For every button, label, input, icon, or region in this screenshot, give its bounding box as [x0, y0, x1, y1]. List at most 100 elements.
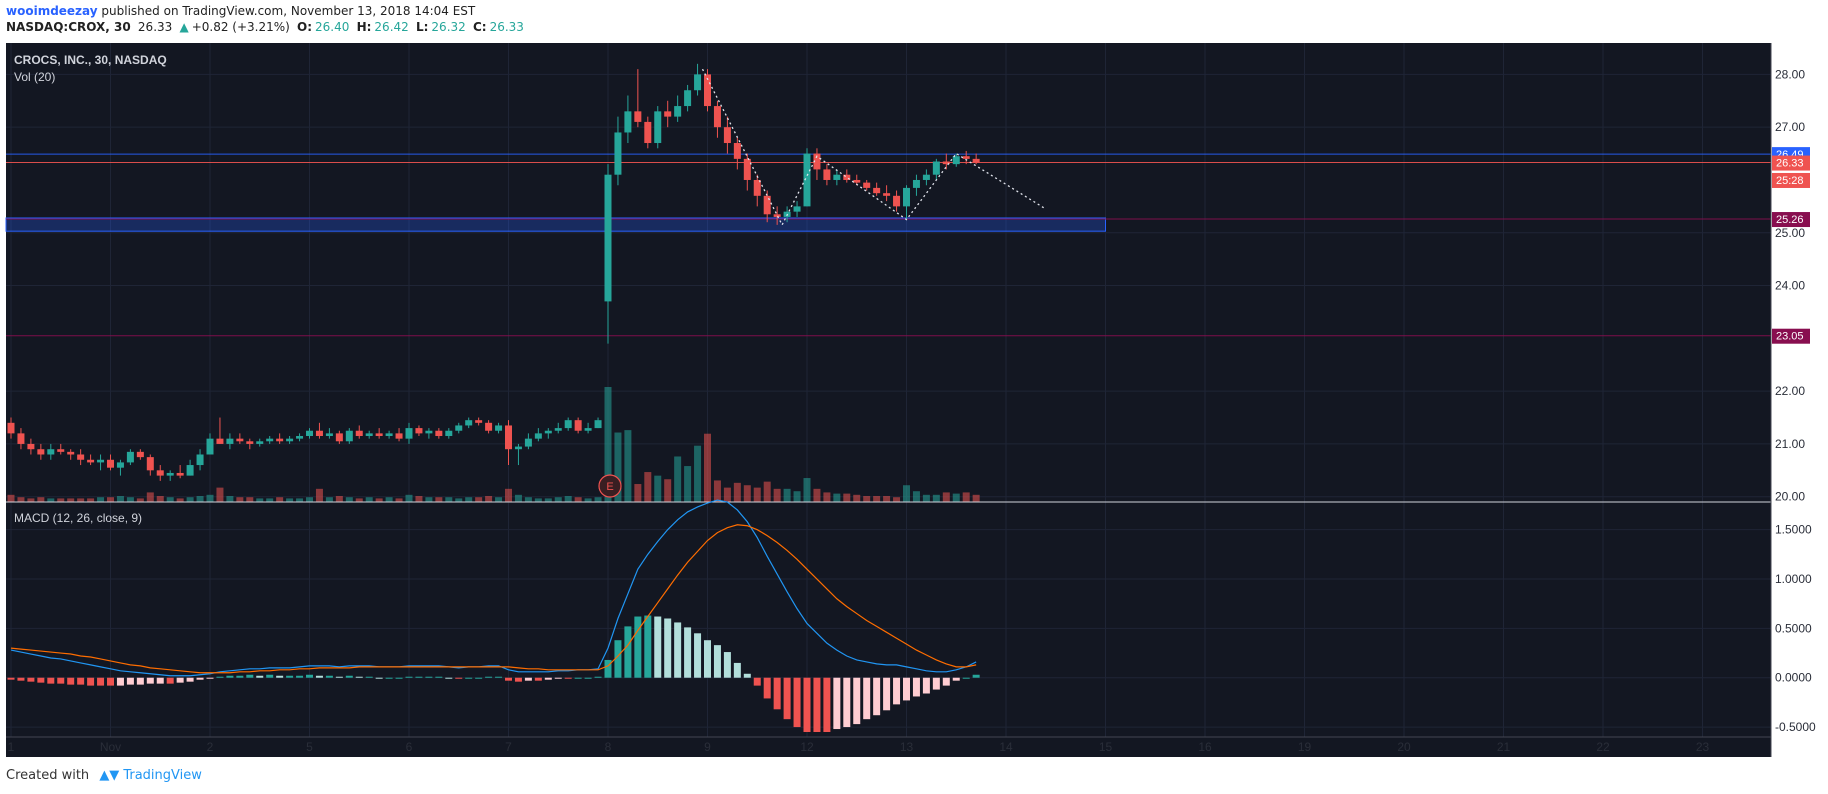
candle-body	[17, 433, 25, 444]
candle-body	[843, 174, 851, 180]
volume-bar	[395, 498, 403, 502]
volume-bar	[544, 498, 552, 502]
macd-histogram-bar	[286, 675, 294, 678]
volume-bar	[47, 498, 55, 502]
volume-bar	[514, 494, 522, 502]
candle-body	[455, 425, 463, 431]
volume-bar	[405, 494, 413, 502]
candle-body	[47, 449, 55, 455]
volume-bar	[445, 497, 453, 502]
candle-body	[276, 438, 284, 442]
volume-bar	[236, 497, 244, 502]
low-value: 26.32	[431, 20, 466, 34]
macd-tick-label: 1.5000	[1775, 523, 1812, 537]
candle-body	[684, 90, 692, 107]
macd-histogram-bar	[495, 676, 503, 678]
macd-histogram-bar	[415, 676, 423, 678]
high-label: H:	[356, 20, 372, 34]
volume-bar	[873, 496, 881, 502]
macd-histogram-bar	[514, 677, 522, 682]
candle-body	[962, 156, 970, 159]
candle-body	[654, 111, 662, 144]
candle-body	[196, 454, 204, 466]
earnings-marker-label: E	[606, 481, 613, 493]
tradingview-brand[interactable]: TradingView	[123, 768, 202, 783]
macd-tick-label: 1.0000	[1775, 572, 1812, 586]
candle-body	[823, 169, 831, 180]
candle-body	[475, 420, 483, 423]
macd-histogram-bar	[7, 677, 15, 680]
volume-bar	[325, 497, 333, 502]
volume-bar	[644, 472, 652, 502]
candle-body	[395, 433, 403, 439]
time-tick-label: 16	[1198, 740, 1212, 754]
macd-label: MACD (12, 26, close, 9)	[14, 511, 142, 525]
time-axis-ticks: 1 Nov 2 5 6 7 8 9 12 13 14 15 16 19 20 21 22 23	[8, 740, 1710, 754]
candle-body	[77, 454, 85, 460]
candle-body	[296, 436, 304, 439]
earnings-marker[interactable]	[598, 474, 622, 498]
volume-bar	[584, 498, 592, 502]
candle-body	[365, 433, 373, 437]
price-label-text: 23.05	[1776, 331, 1804, 343]
macd-histogram-bar	[505, 677, 512, 681]
macd-histogram-bar	[97, 677, 105, 686]
candle-body	[256, 441, 264, 444]
candle-body	[97, 459, 105, 463]
volume-bar	[475, 497, 483, 502]
macd-histogram-bar	[524, 677, 532, 681]
macd-tick-label: 0.0000	[1775, 671, 1812, 685]
macd-histogram-bar	[335, 676, 343, 678]
candle-body	[405, 428, 413, 439]
candle-body	[644, 121, 652, 144]
price-label-box	[1772, 212, 1810, 228]
volume-bar	[674, 456, 682, 502]
volume-bar	[97, 497, 105, 502]
time-tick-label: 23	[1696, 740, 1710, 754]
candle-body	[942, 161, 950, 165]
volume-bar	[823, 492, 831, 502]
low-label: L:	[415, 20, 429, 34]
candle-body	[445, 430, 453, 437]
macd-histogram-bar	[544, 677, 552, 680]
volume-bar	[853, 494, 861, 502]
macd-histogram-bar	[435, 676, 443, 678]
volume-bar	[77, 498, 85, 502]
time-tick-label: 13	[900, 740, 914, 754]
macd-histogram-bar	[375, 677, 383, 679]
volume-bar	[355, 498, 363, 502]
volume-bar	[524, 497, 532, 502]
macd-histogram-bar	[723, 652, 731, 678]
volume-bar	[156, 496, 164, 502]
time-tick-label: 21	[1497, 740, 1511, 754]
candle-body	[763, 195, 771, 215]
tradingview-logo-icon[interactable]: ▲▼	[99, 768, 120, 783]
candle-body	[514, 446, 522, 450]
volume-bar	[296, 498, 304, 502]
macd-histogram-bar	[216, 676, 224, 678]
author-link[interactable]: wooimdeezay	[6, 4, 98, 18]
macd-histogram-bar	[972, 674, 980, 678]
macd-histogram-bar	[465, 677, 473, 679]
candle-body	[27, 443, 35, 450]
macd-histogram-bar	[395, 677, 403, 679]
macd-histogram-bar	[694, 633, 702, 678]
candle-body	[325, 433, 333, 437]
price-axis-ticks: 28.00 27.00 25.00 24.00 22.00 21.00 20.00	[1775, 67, 1805, 503]
publish-info: wooimdeezay published on TradingView.com…	[6, 4, 475, 18]
volume-bar	[37, 497, 45, 502]
candle-body	[883, 193, 891, 196]
volume-bar	[574, 497, 582, 502]
macd-histogram-bar	[445, 677, 453, 679]
macd-histogram-bar	[883, 677, 891, 711]
candle-body	[524, 438, 532, 447]
candle-body	[206, 438, 214, 455]
macd-histogram-bar	[743, 673, 751, 678]
candle-body	[495, 425, 503, 431]
last-price: 26.33	[137, 20, 173, 34]
time-tick-label: 7	[505, 740, 512, 754]
candle-body	[226, 438, 234, 444]
volume-bar	[883, 496, 891, 502]
price-tick-label: 22.00	[1775, 384, 1805, 398]
